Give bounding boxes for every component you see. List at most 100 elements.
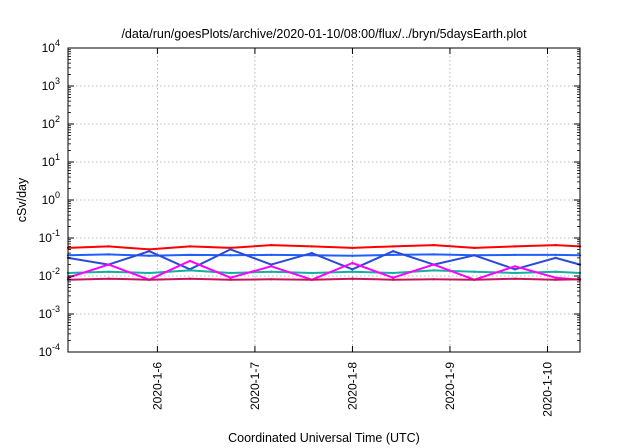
series-3-point — [310, 251, 313, 255]
series-2-point — [391, 253, 395, 257]
series-1-point — [270, 243, 273, 247]
series-5-point — [391, 276, 395, 279]
series-5-point — [107, 263, 110, 266]
y-tick-label-exponent: 3 — [55, 76, 60, 86]
series-3-point — [473, 254, 476, 257]
series-2-point — [513, 253, 517, 257]
y-tick-label-exponent: 1 — [55, 152, 60, 162]
chart-title: /data/run/goesPlots/archive/2020-01-10/0… — [121, 27, 527, 41]
x-axis-label: Coordinated Universal Time (UTC) — [228, 431, 420, 445]
y-tick-label: 103 — [42, 76, 60, 93]
y-tick-label-exponent: -1 — [52, 228, 60, 238]
series-2-point — [310, 254, 313, 257]
series-6-point — [351, 277, 354, 280]
series-4-point — [310, 271, 313, 275]
y-tick-label-exponent: -2 — [52, 266, 60, 276]
series-6-point — [270, 278, 273, 281]
y-tick-label-exponent: -3 — [52, 304, 60, 314]
series-1-point — [554, 243, 557, 247]
series-line-3 — [67, 248, 581, 271]
x-tick-label: 2020-1-9 — [443, 362, 457, 410]
x-tick-label: 2020-1-7 — [248, 362, 262, 410]
y-tick-label-base: 10 — [42, 41, 56, 55]
series-5-point — [513, 265, 517, 268]
y-tick-label: 104 — [42, 38, 60, 55]
series-4-point — [148, 271, 151, 275]
series-5-point — [432, 263, 435, 266]
series-4-point — [270, 270, 273, 273]
y-tick-label-exponent: 4 — [55, 38, 60, 48]
y-tick-label-base: 10 — [42, 79, 56, 93]
series-4-point — [229, 271, 232, 275]
x-tick-label: 2020-1-10 — [540, 362, 554, 417]
series-6-point — [188, 277, 192, 280]
y-axis-label: cSv/day — [15, 177, 29, 222]
series-2-point — [554, 253, 557, 257]
series-6-point — [513, 277, 517, 280]
series-line-2 — [67, 253, 581, 257]
y-tick-label-base: 10 — [42, 193, 56, 207]
plot-border — [67, 47, 581, 353]
series-4-point — [351, 270, 354, 273]
series-4-point — [391, 271, 395, 275]
y-tick-label-base: 10 — [39, 231, 53, 245]
series-6-point — [107, 277, 110, 280]
series-1-point — [473, 246, 476, 250]
series-4-point — [554, 270, 557, 273]
x-tick-label: 2020-1-6 — [150, 362, 164, 410]
series-6-point — [148, 278, 151, 281]
series-4-point — [473, 270, 476, 273]
series-4-point — [188, 269, 192, 272]
series-5-point — [270, 265, 273, 268]
series-1-point — [351, 246, 354, 250]
series-1-point — [513, 245, 517, 248]
series-line-1 — [67, 244, 581, 251]
series-1-point — [107, 245, 110, 248]
series-6-point — [391, 278, 395, 281]
series-3-point — [148, 250, 151, 253]
y-tick-label: 10-3 — [39, 304, 60, 321]
series-line-6 — [67, 277, 581, 281]
series-4-point — [107, 270, 110, 273]
grid-layer — [68, 48, 580, 352]
series-1-point — [310, 245, 313, 248]
y-tick-label: 10-2 — [39, 266, 60, 283]
y-tick-label-base: 10 — [42, 155, 56, 169]
series-5-point — [188, 259, 192, 263]
series-2-point — [148, 254, 151, 257]
series-2-point — [107, 253, 110, 256]
series-5-point — [351, 261, 354, 265]
y-tick-label-base: 10 — [39, 269, 53, 283]
series-2-point — [351, 254, 354, 257]
x-tick-label: 2020-1-8 — [345, 362, 359, 410]
y-tick-label: 101 — [42, 152, 60, 169]
y-tick-label-base: 10 — [39, 345, 53, 359]
y-tick-label-exponent: -4 — [52, 342, 60, 352]
series-2-point — [188, 253, 192, 257]
series-6-point — [310, 278, 313, 281]
series-3-point — [513, 268, 517, 271]
series-line-5 — [67, 259, 581, 281]
series-4-point — [513, 271, 517, 275]
series-1-point — [391, 245, 395, 248]
y-tick-label: 102 — [42, 114, 60, 131]
series-1-point — [432, 243, 435, 247]
y-tick-label-base: 10 — [39, 307, 53, 321]
series-2-point — [270, 253, 273, 257]
series-4-point — [432, 269, 435, 272]
series-2-point — [229, 254, 232, 257]
series-layer — [66, 243, 582, 281]
series-3-point — [229, 248, 232, 251]
series-6-point — [473, 278, 476, 281]
y-tick-label-exponent: 2 — [55, 114, 60, 124]
series-3-point — [554, 256, 557, 260]
series-6-point — [432, 278, 435, 281]
series-3-point — [351, 268, 354, 271]
y-tick-label: 100 — [42, 190, 60, 207]
y-tick-label-exponent: 0 — [55, 190, 60, 200]
series-1-point — [148, 248, 151, 251]
